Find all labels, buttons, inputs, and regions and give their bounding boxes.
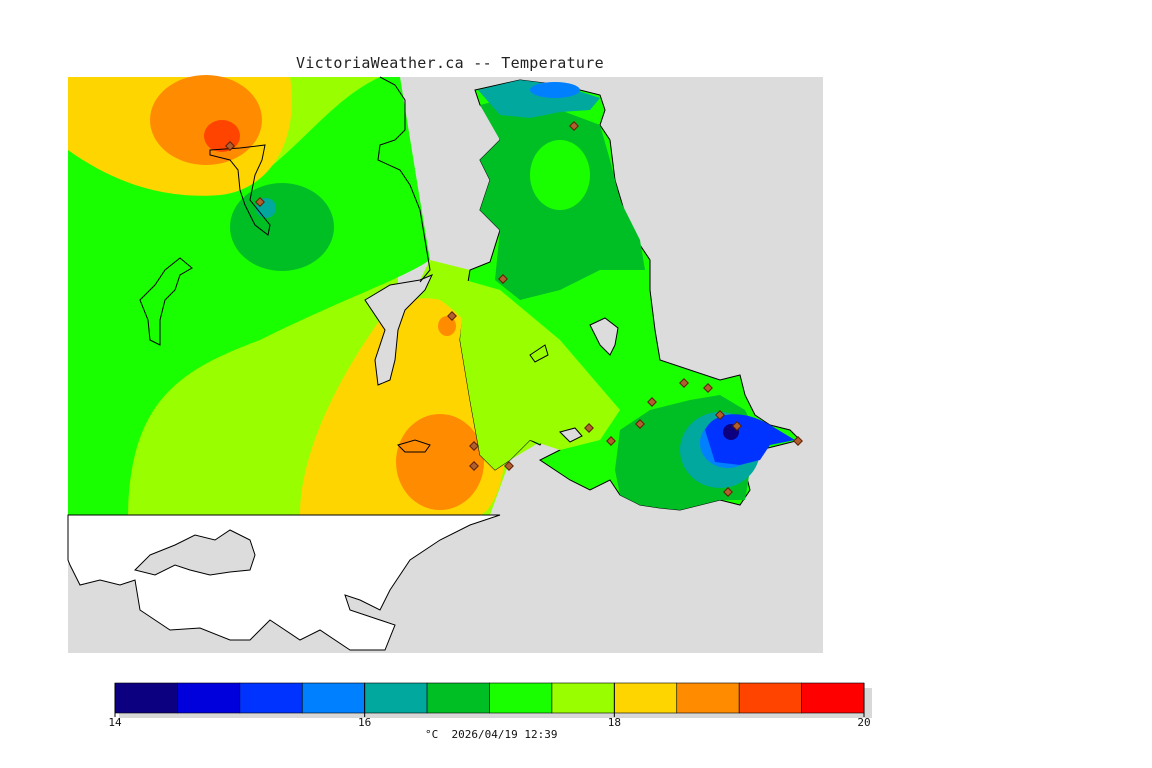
legend-bin-9 bbox=[676, 682, 740, 714]
island-west-2 bbox=[139, 257, 193, 346]
island-west-1 bbox=[209, 144, 271, 236]
legend-tick-label-2: 18 bbox=[607, 716, 621, 729]
land-nodata-inlet bbox=[134, 529, 256, 576]
island-east-2 bbox=[529, 344, 549, 363]
contour-blue-north bbox=[530, 82, 580, 98]
legend-bin-0 bbox=[114, 682, 178, 714]
legend-bin-3 bbox=[301, 682, 365, 714]
harbour-inlet bbox=[559, 427, 583, 443]
map-title: VictoriaWeather.ca -- Temperature bbox=[296, 54, 604, 72]
legend-footer: °C 2026/04/19 12:39 bbox=[425, 728, 558, 741]
legend-tick-label-1: 16 bbox=[358, 716, 372, 729]
coast-saanich-inlet bbox=[364, 274, 433, 386]
contour-orange-center bbox=[396, 414, 484, 510]
contour-lightgreen-east bbox=[460, 280, 620, 470]
island-orange bbox=[397, 439, 431, 453]
legend-bin-2 bbox=[239, 682, 303, 714]
legend-bin-6 bbox=[489, 682, 553, 714]
contour-green-east-upper bbox=[530, 140, 590, 210]
legend-bin-4 bbox=[364, 682, 428, 714]
legend-bin-1 bbox=[177, 682, 241, 714]
legend-bin-5 bbox=[426, 682, 490, 714]
legend-bin-10 bbox=[738, 682, 802, 714]
legend-tick-label-0: 14 bbox=[108, 716, 122, 729]
coast-west-shore bbox=[377, 76, 431, 283]
legend-bin-8 bbox=[614, 682, 678, 714]
legend-tick-label-3: 20 bbox=[857, 716, 871, 729]
contour-orange-center-small bbox=[438, 316, 456, 336]
contour-darkgreen-west bbox=[230, 183, 334, 271]
station-markers bbox=[225, 121, 803, 497]
legend-bin-7 bbox=[551, 682, 615, 714]
island-east-1 bbox=[589, 317, 619, 356]
legend-bin-11 bbox=[801, 682, 865, 714]
